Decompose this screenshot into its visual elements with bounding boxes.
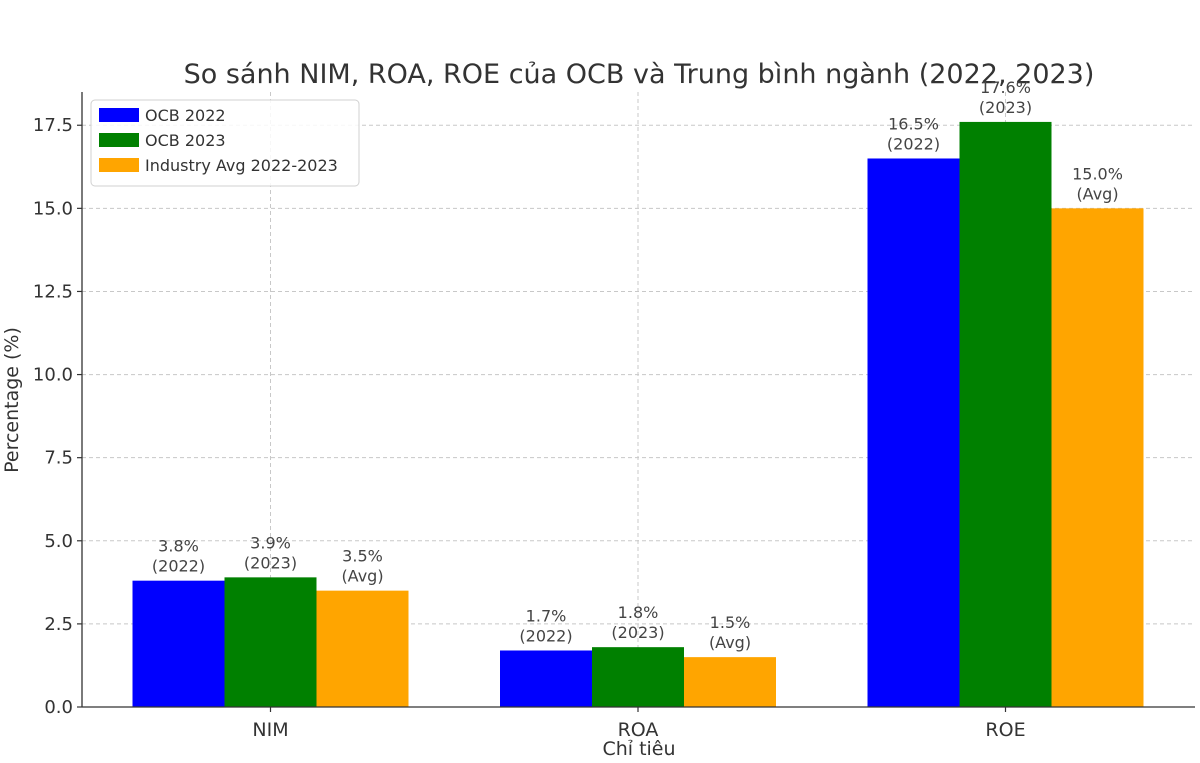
bar-roa-series-2 [592,647,684,707]
x-tick-label-roe: ROE [985,719,1025,741]
bar-roe-series-2 [959,121,1052,707]
legend-entry: OCB 2023 [145,131,226,150]
bar-roe-series-3 [1051,208,1144,707]
x-tick-labels: NIM ROA ROE [252,719,1025,741]
legend-swatch [99,158,139,172]
legend-box [90,99,360,187]
data-label-period: (2022) [152,557,205,576]
data-label-value: 15.0% [1072,164,1123,183]
legend-swatch [99,133,139,147]
data-labels: 3.8%(2022)1.7%(2022)16.5%(2022)3.9%(2023… [152,78,1123,652]
y-tick-label: 15.0 [33,198,73,219]
y-tick-label: 2.5 [44,614,73,635]
data-label-value: 17.6% [980,78,1031,97]
chart-title: So sánh NIM, ROA, ROE của OCB và Trung b… [184,59,1095,90]
data-label-period: (2023) [979,98,1032,117]
y-tick-label: 7.5 [44,448,73,469]
data-label-value: 3.5% [342,547,383,566]
y-tick-label: 5.0 [44,531,73,552]
axes [77,92,1195,712]
legend-entry: OCB 2022 [145,106,226,125]
y-tick-label: 17.5 [33,115,73,136]
legend-swatch [99,108,139,122]
x-tick-label-nim: NIM [252,719,288,741]
bar-roa-series-1 [500,650,592,707]
bars [132,121,1144,708]
data-label-value: 1.7% [526,606,567,625]
y-tick-label: 0.0 [44,697,73,718]
y-tick-labels: 0.0 2.5 5.0 7.5 10.0 12.5 15.0 17.5 [33,115,73,718]
data-label-period: (Avg) [341,567,383,586]
y-axis-label: Percentage (%) [1,327,23,473]
data-label-period: (Avg) [1076,184,1118,203]
legend-entry: Industry Avg 2022-2023 [145,156,338,175]
data-label-value: 3.9% [250,533,291,552]
data-label-value: 1.5% [710,613,751,632]
x-tick-label-roa: ROA [618,719,659,741]
legend: OCB 2022 OCB 2023 Industry Avg 2022-2023 [90,99,360,187]
data-label-value: 1.8% [618,603,659,622]
data-label-period: (Avg) [709,633,751,652]
bar-roa-series-3 [684,657,776,707]
x-axis-label: Chỉ tiêu [602,738,675,760]
data-label-period: (2023) [244,553,297,572]
data-label-period: (2023) [611,623,664,642]
y-tick-label: 12.5 [33,281,73,302]
data-label-value: 3.8% [158,537,199,556]
bar-nim-series-1 [132,580,225,707]
y-tick-label: 10.0 [33,365,73,386]
bar-roe-series-1 [867,158,960,708]
data-label-period: (2022) [519,626,572,645]
bar-nim-series-3 [316,590,409,707]
bar-nim-series-2 [224,577,317,707]
data-label-value: 16.5% [888,114,939,133]
data-label-period: (2022) [887,134,940,153]
